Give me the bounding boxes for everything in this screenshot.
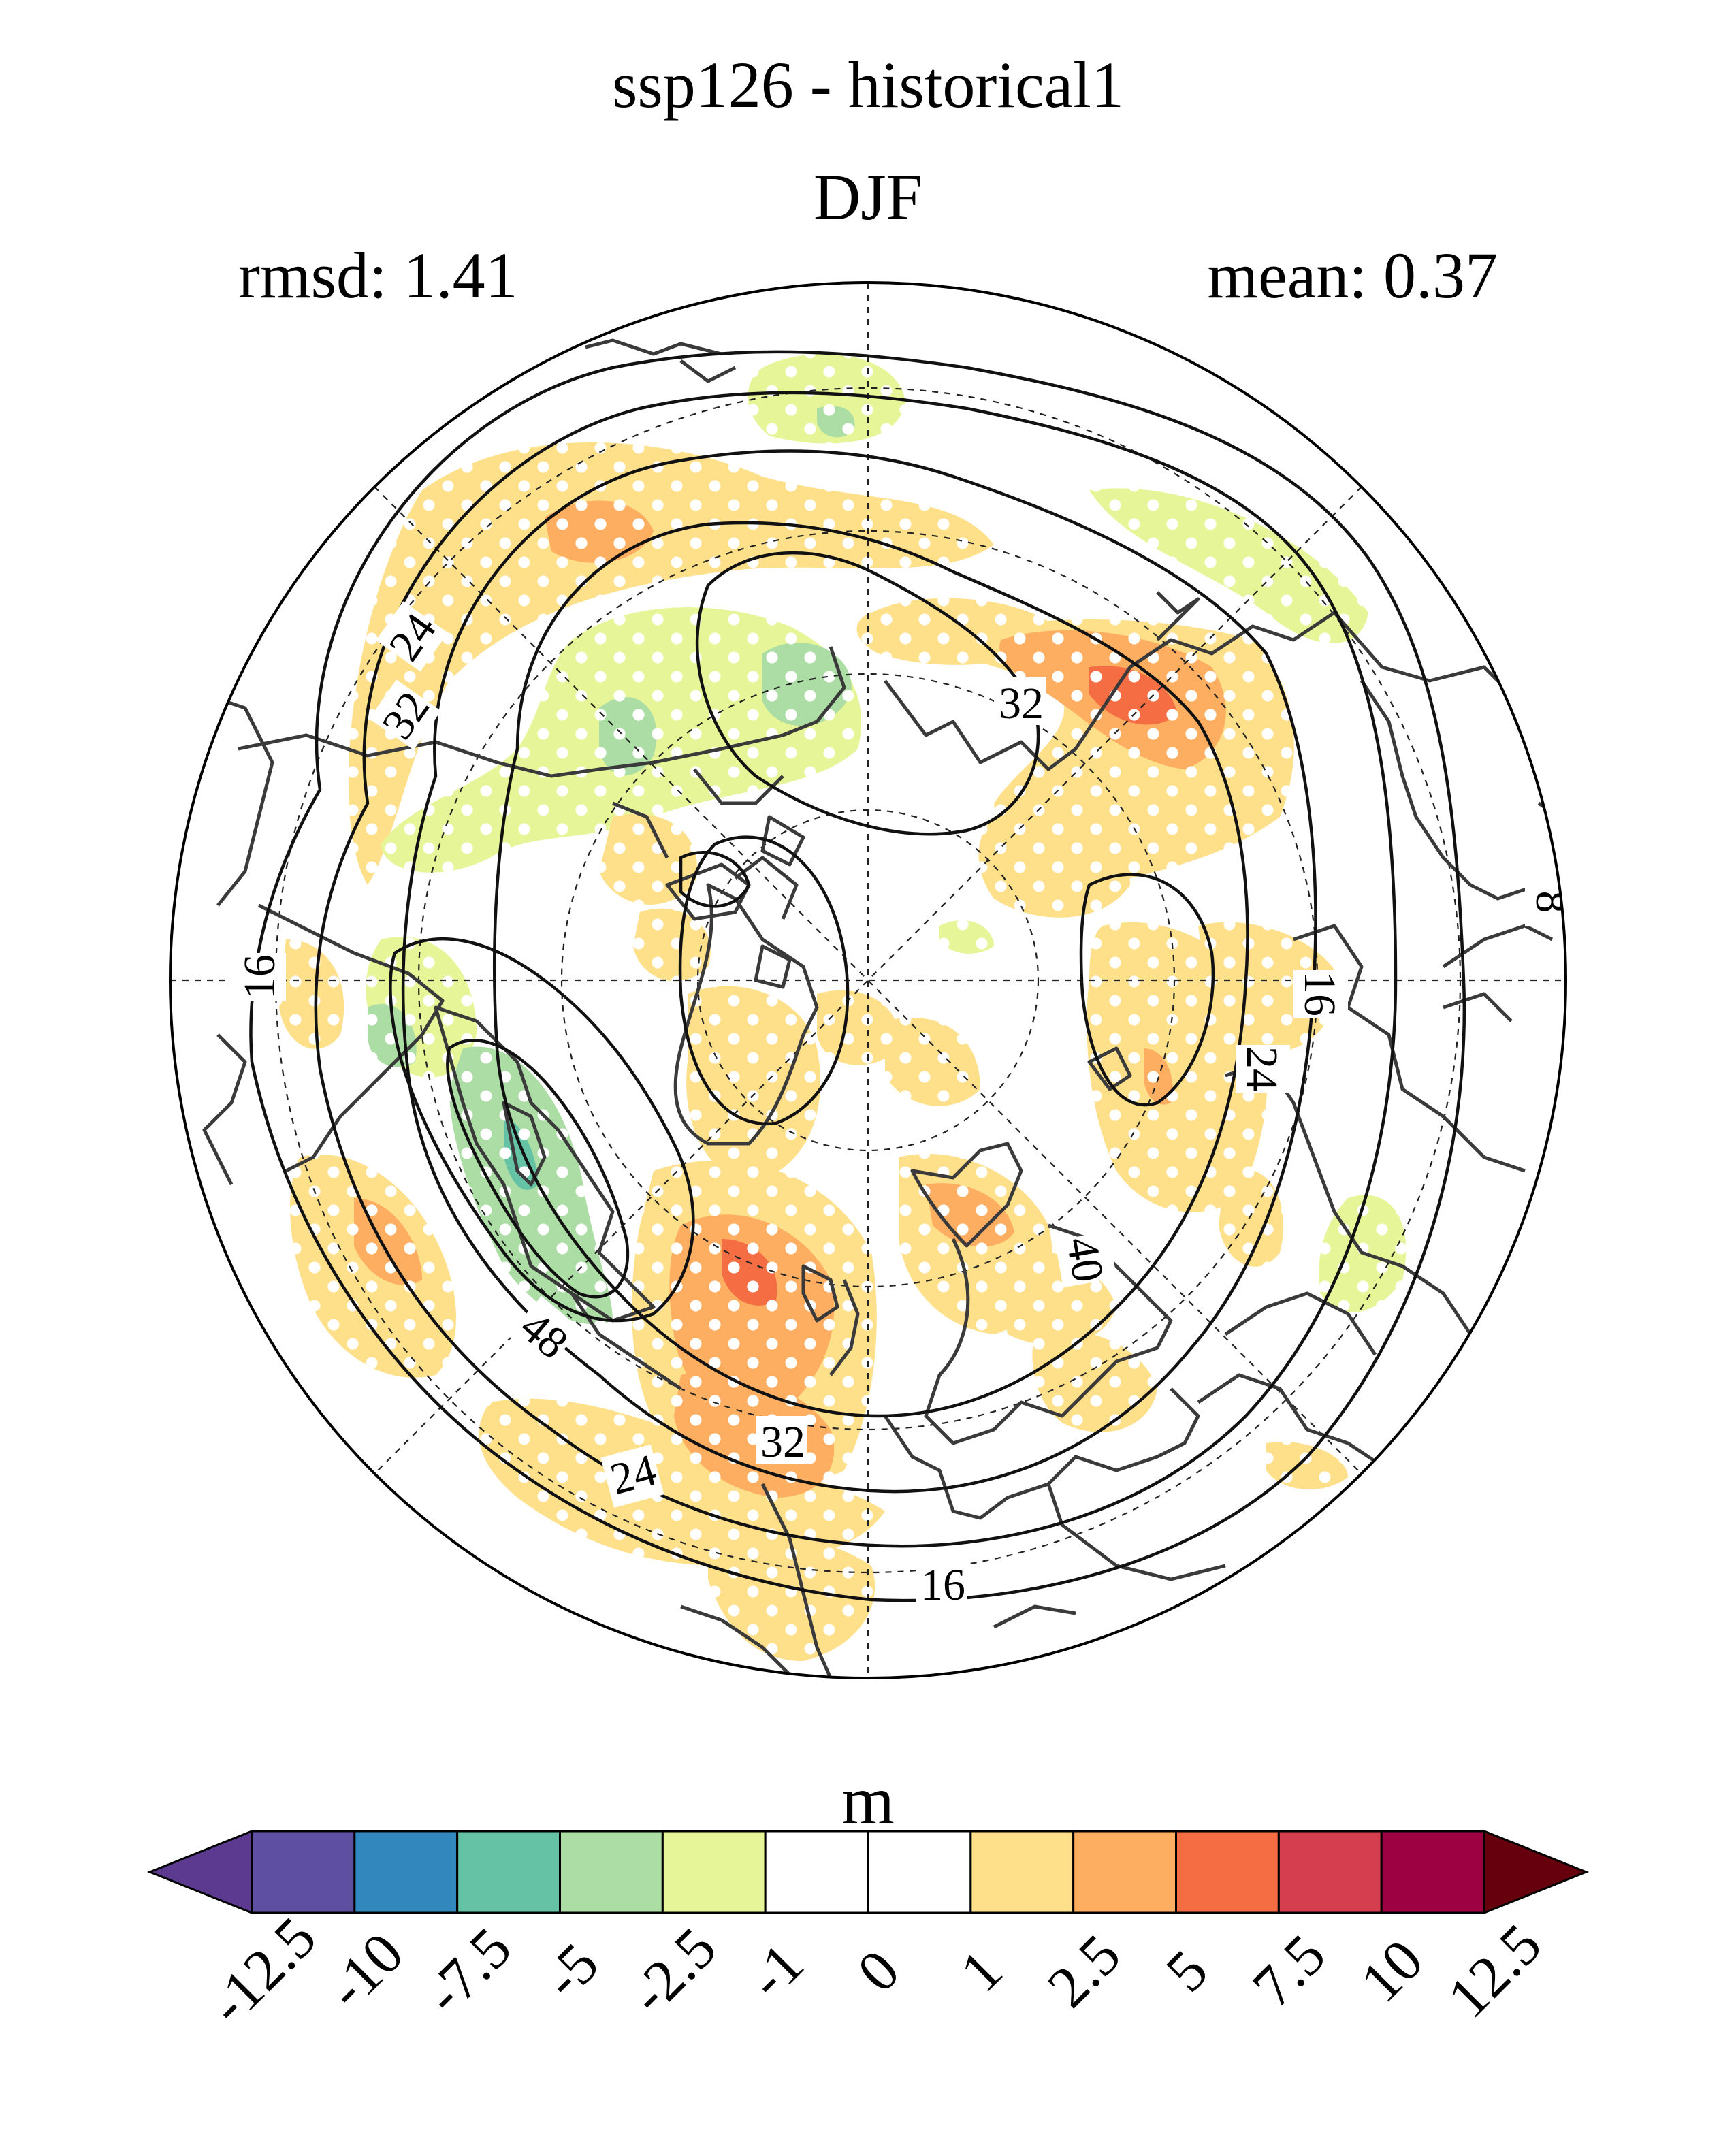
significance-stippling [279,939,344,1049]
significance-stippling [885,1017,980,1106]
map-border [169,281,1567,1679]
contour-label: 16 [235,954,285,999]
colorbar-extend-high [1483,1829,1590,1915]
significance-stippling [939,920,994,954]
contour-label: 40 [1057,1233,1113,1286]
significance-stippling [817,406,855,438]
significance-stippling [545,500,654,563]
colorbar-box [559,1830,664,1914]
mean-label: mean: 0.37 [1207,239,1498,312]
shaded-anomaly-field [279,353,1407,1661]
significance-stippling [348,442,994,885]
colorbar-box [1277,1830,1383,1914]
significance-stippling [1198,922,1341,1052]
significance-stippling [748,353,905,444]
contour-label: 16 [920,1560,965,1610]
colorbar-box [969,1830,1075,1914]
significance-stippling [926,1183,1014,1247]
rmsd-label: rmsd: 1.41 [238,239,518,312]
height-contours [249,350,1466,1602]
colorbar-box [867,1830,972,1914]
significance-stippling [1089,666,1178,725]
contour-label: 16 [1295,971,1345,1016]
contour-label: 32 [760,1417,805,1467]
colorbar-box [251,1830,356,1914]
contour-label: 8 [1526,891,1576,914]
significance-stippling [708,1071,777,1129]
colorbar-box [1175,1830,1280,1914]
colorbar [146,1829,1590,1915]
significance-stippling [504,1116,538,1190]
significance-stippling [1089,488,1368,643]
colorbar-box [1072,1830,1177,1914]
colorbar-unit: m [841,1762,895,1838]
significance-stippling [817,990,900,1065]
significance-stippling [1219,1168,1284,1267]
colorbar-box [661,1830,767,1914]
contour-label: 32 [999,679,1044,728]
colorbar-extend-low [146,1829,253,1915]
significance-stippling [978,813,1130,918]
map-title: ssp126 - historical1 [612,48,1124,121]
contour-labels: 24 32 32 8 16 16 24 40 48 32 24 16 [231,601,1576,1610]
colorbar-box [1380,1830,1485,1914]
colorbar-box [456,1830,562,1914]
contour-label: 24 [1237,1046,1287,1091]
significance-stippling [633,908,711,982]
colorbar-box [353,1830,459,1914]
significance-stippling [722,1239,777,1306]
season-subtitle: DJF [813,161,923,233]
significance-stippling [708,1533,875,1661]
significance-stippling [599,813,697,905]
significance-stippling [599,697,657,775]
colorbar-box [764,1830,869,1914]
